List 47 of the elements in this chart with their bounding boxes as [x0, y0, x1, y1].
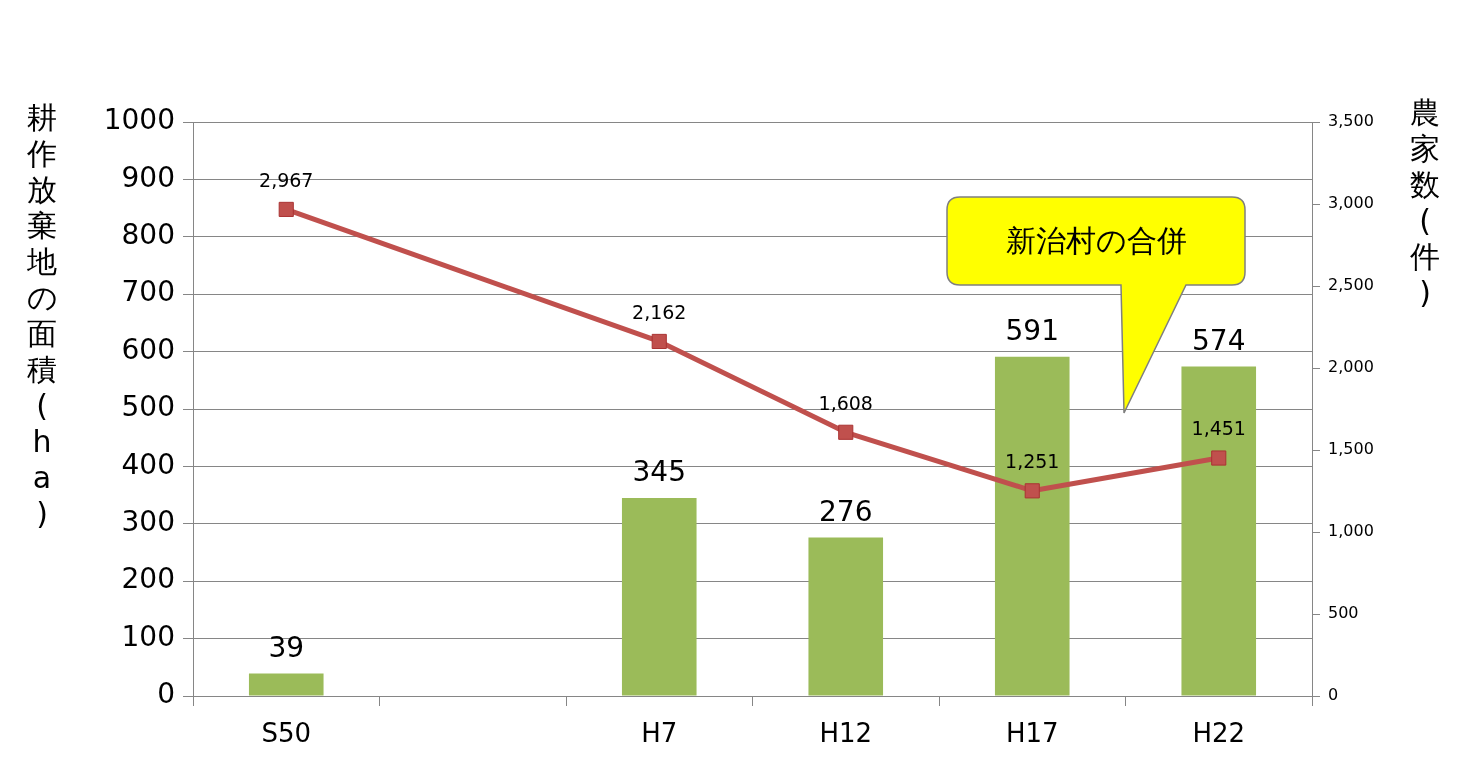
- data-label: 1,451: [1191, 417, 1246, 440]
- y2-tick-label: 0: [1328, 685, 1339, 705]
- data-label: 345: [632, 455, 686, 489]
- bar: [248, 673, 324, 696]
- point: [1024, 483, 1040, 499]
- data-label: 1,251: [1005, 450, 1060, 473]
- data-label: 1,608: [818, 391, 873, 414]
- point: [838, 424, 854, 440]
- data-label: 2,967: [259, 168, 314, 191]
- y2-tick-label: 1,500: [1328, 439, 1374, 459]
- y-tick-label: 300: [121, 505, 175, 539]
- point: [278, 201, 294, 217]
- y2-axis-title: 農家数(件): [1409, 95, 1441, 311]
- annotation: 新治村の合併: [1004, 222, 1188, 260]
- bar: [621, 497, 697, 696]
- y-tick-label: 800: [121, 218, 175, 252]
- bar: [1181, 366, 1257, 696]
- y-tick-label: 200: [121, 562, 175, 596]
- y2-tick-label: 3,500: [1328, 111, 1374, 131]
- y-tick-label: 100: [121, 619, 175, 653]
- y2-tick-label: 2,000: [1328, 357, 1374, 377]
- data-label: 39: [268, 630, 305, 664]
- x-tick-label: H22: [1192, 718, 1246, 749]
- y2-tick-label: 2,500: [1328, 275, 1374, 295]
- x-tick-label: H12: [819, 718, 873, 749]
- y2-tick-label: 500: [1328, 603, 1359, 623]
- text: 耕作放棄地の面積(ha): [26, 100, 58, 531]
- y-tick-label: 1000: [103, 103, 175, 137]
- bar: [808, 537, 884, 696]
- y-tick-label: 700: [121, 275, 175, 309]
- y-tick-label: 900: [121, 160, 175, 194]
- x-tick-label: H7: [641, 718, 678, 749]
- data-label: 591: [1005, 314, 1059, 348]
- y2-tick-label: 3,000: [1328, 193, 1374, 213]
- y-tick-label: 0: [157, 677, 175, 711]
- bar: [994, 356, 1070, 696]
- data-label: 574: [1192, 323, 1246, 357]
- y-tick-label: 600: [121, 332, 175, 366]
- x-tick-label: H17: [1005, 718, 1059, 749]
- y-tick-label: 400: [121, 447, 175, 481]
- x-tick-label: S50: [261, 718, 312, 749]
- point: [1211, 450, 1227, 466]
- y-tick-label: 500: [121, 390, 175, 424]
- data-label: 276: [819, 494, 873, 528]
- y2-tick-label: 1,000: [1328, 521, 1374, 541]
- data-label: 2,162: [632, 300, 687, 323]
- point: [651, 333, 667, 349]
